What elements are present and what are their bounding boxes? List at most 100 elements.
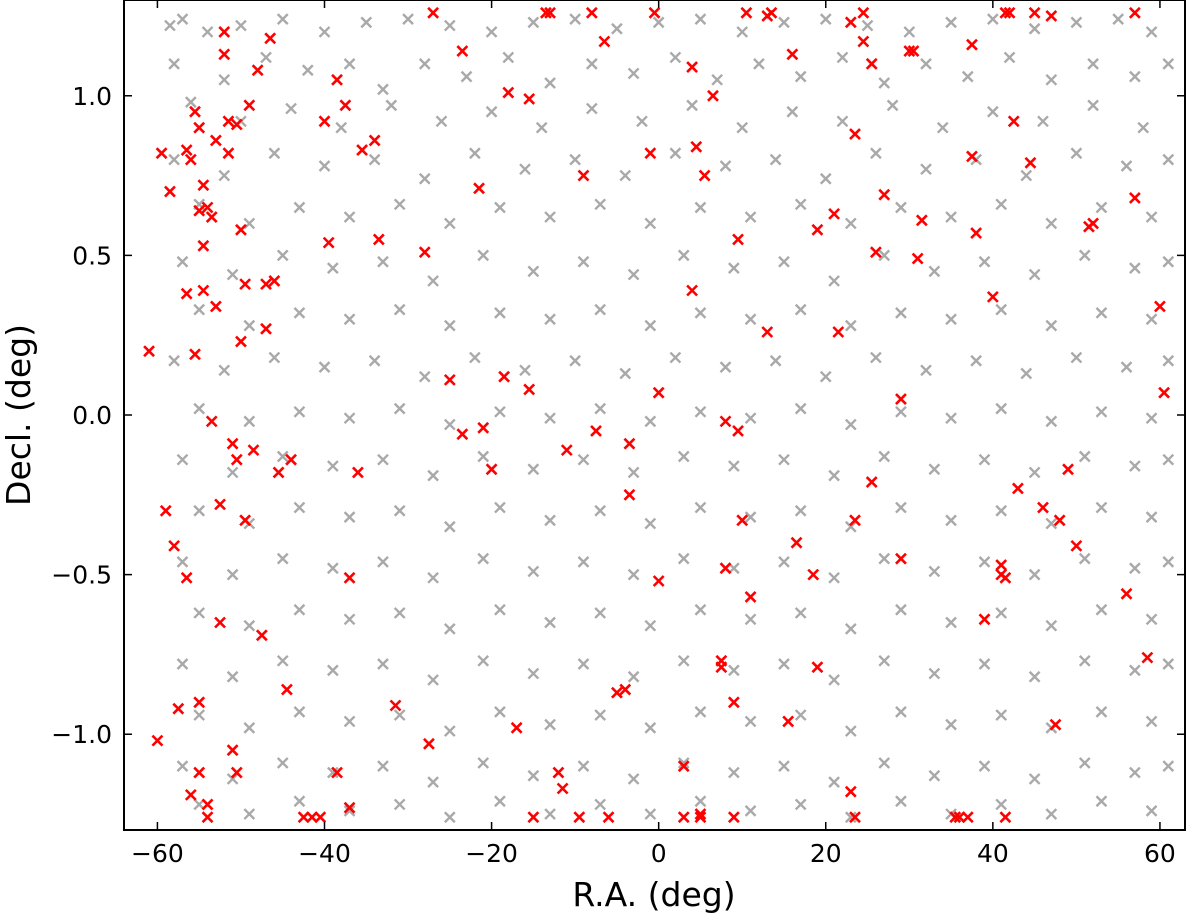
gray-point <box>276 757 289 769</box>
gray-point <box>443 418 456 431</box>
gray-point <box>260 51 272 64</box>
y-tick-label: 1.0 <box>72 82 112 111</box>
x-tick-label: 20 <box>810 839 842 868</box>
gray-point <box>978 760 991 773</box>
red-point <box>260 322 272 335</box>
gray-point <box>276 13 289 26</box>
gray-point <box>594 504 607 517</box>
gray-point <box>335 121 348 134</box>
gray-point <box>519 364 531 377</box>
red-point <box>230 453 243 466</box>
red-point <box>523 93 536 105</box>
red-point <box>201 201 214 214</box>
plot-frame <box>123 0 1186 831</box>
gray-point <box>1020 169 1033 182</box>
gray-point <box>594 198 607 211</box>
gray-point <box>744 613 757 626</box>
gray-point <box>1129 262 1141 275</box>
y-tick-label: −0.5 <box>51 561 112 590</box>
gray-point <box>494 501 506 514</box>
gray-point <box>719 160 732 172</box>
red-point <box>226 744 239 757</box>
red-point <box>285 453 298 466</box>
gray-point <box>794 70 807 83</box>
gray-point <box>1020 367 1033 380</box>
red-point <box>251 64 264 77</box>
red-point <box>1045 10 1058 22</box>
gray-point <box>1095 603 1108 616</box>
red-point <box>736 514 749 527</box>
gray-point <box>636 115 648 128</box>
gray-point <box>184 96 197 109</box>
red-point <box>1120 587 1133 600</box>
red-point <box>247 444 260 457</box>
gray-point <box>844 217 857 230</box>
gray-point <box>226 670 239 683</box>
red-point <box>765 6 778 19</box>
gray-point <box>585 102 598 115</box>
red-point <box>1128 192 1141 204</box>
gray-point <box>627 268 640 281</box>
gray-point <box>744 313 757 326</box>
red-point <box>903 45 916 57</box>
gray-point <box>611 22 623 35</box>
gray-point <box>728 262 740 275</box>
gray-point <box>819 370 832 383</box>
gray-point <box>1028 670 1041 683</box>
gray-point <box>644 415 657 428</box>
gray-point <box>694 706 707 718</box>
red-point <box>740 6 753 19</box>
gray-point <box>627 466 640 479</box>
red-point <box>849 811 861 824</box>
red-point <box>644 147 657 160</box>
gray-point <box>502 51 515 64</box>
gray-point <box>769 153 782 166</box>
gray-point <box>1162 453 1175 466</box>
gray-point <box>694 13 707 26</box>
red-point <box>527 811 540 824</box>
red-point <box>168 539 181 552</box>
red-point <box>318 115 331 128</box>
gray-point <box>928 565 941 578</box>
gray-point <box>243 808 256 820</box>
red-point <box>707 89 719 102</box>
gray-point <box>494 795 506 808</box>
gray-point <box>293 201 306 214</box>
gray-point <box>677 450 690 463</box>
gray-point <box>327 766 339 779</box>
red-point <box>590 425 602 437</box>
gray-point <box>469 351 481 364</box>
gray-point <box>828 776 840 788</box>
gray-point <box>544 313 556 326</box>
red-point <box>727 696 740 709</box>
gray-point <box>285 102 297 115</box>
gray-point <box>794 504 807 517</box>
gray-point <box>527 667 540 680</box>
gray-point <box>176 760 189 773</box>
gray-point <box>1070 147 1083 160</box>
gray-point <box>418 57 431 70</box>
gray-point <box>728 664 740 677</box>
gray-point <box>1095 706 1108 718</box>
gray-point <box>226 466 239 479</box>
red-point <box>209 134 222 147</box>
gray-point <box>527 565 540 578</box>
gray-point <box>744 715 757 728</box>
gray-point <box>619 169 632 182</box>
gray-point <box>1162 658 1175 670</box>
gray-point <box>627 67 640 80</box>
gray-point <box>945 16 957 29</box>
gray-point <box>920 57 932 70</box>
gray-point <box>327 262 339 275</box>
gray-point <box>527 265 540 278</box>
gray-point <box>276 249 289 262</box>
red-point <box>619 683 632 696</box>
gray-point <box>594 402 607 415</box>
gray-point <box>878 249 891 262</box>
gray-point <box>644 619 657 632</box>
red-point <box>197 284 210 297</box>
gray-point <box>1162 153 1175 166</box>
red-point <box>268 275 281 287</box>
gray-point <box>577 760 590 773</box>
red-point <box>1011 482 1024 495</box>
